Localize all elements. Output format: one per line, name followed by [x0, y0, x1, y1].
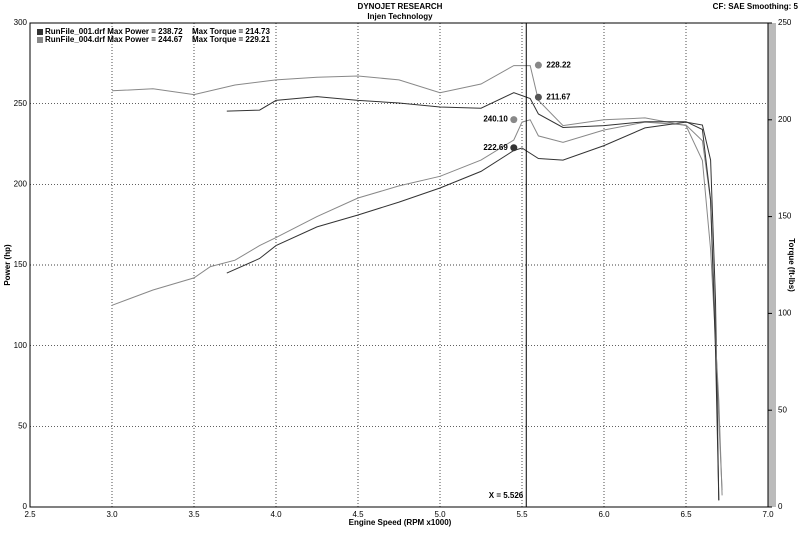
x-tick-label: 3.5	[188, 510, 200, 519]
x-tick-label: 5.5	[516, 510, 528, 519]
y-tick-label: 250	[14, 99, 28, 108]
annotation-marker	[534, 61, 542, 69]
annotation-label: 222.69	[483, 143, 508, 152]
y-tick-label: 50	[18, 421, 27, 430]
x-tick-label: 4.5	[352, 510, 364, 519]
y2-tick-label: 200	[778, 115, 792, 124]
annotation-marker	[510, 116, 518, 124]
y2-tick-label: 250	[778, 18, 792, 27]
annotation-label: 228.22	[546, 60, 571, 69]
legend-torque: Max Torque = 229.21	[192, 35, 270, 44]
y-tick-label: 200	[14, 179, 28, 188]
cursor-label: X = 5.526	[489, 491, 524, 500]
y-tick-label: 150	[14, 260, 28, 269]
series-line	[111, 119, 723, 491]
legend-swatch	[37, 29, 43, 35]
legend-power: RunFile_001.drf Max Power = 238.72	[45, 27, 183, 36]
y2-tick-label: 50	[778, 405, 787, 414]
settings: CF: SAE Smoothing: 5	[713, 2, 799, 11]
annotation-marker	[510, 144, 518, 152]
x-tick-label: 2.5	[24, 510, 36, 519]
legend-power: RunFile_004.drf Max Power = 244.67	[45, 35, 183, 44]
x-tick-label: 7.0	[762, 510, 774, 519]
legend-swatch	[37, 37, 43, 43]
x-axis-label: Engine Speed (RPM x1000)	[349, 518, 452, 527]
series-line	[111, 65, 723, 496]
y-tick-label: 0	[23, 502, 28, 511]
x-tick-label: 3.0	[106, 510, 118, 519]
x-tick-label: 6.5	[680, 510, 692, 519]
axis-bar	[768, 23, 776, 507]
y2-tick-label: 150	[778, 212, 792, 221]
legend-torque: Max Torque = 214.73	[192, 27, 270, 36]
series-line	[226, 121, 720, 501]
chart-subtitle: Injen Technology	[367, 12, 433, 21]
annotation-label: 240.10	[483, 115, 508, 124]
annotation-label: 211.67	[546, 92, 571, 101]
y2-axis-label: Torque (ft-lbs)	[787, 238, 796, 292]
chart-title: DYNOJET RESEARCH	[358, 2, 443, 11]
y2-tick-label: 0	[778, 502, 783, 511]
y-tick-label: 300	[14, 18, 28, 27]
y2-tick-label: 100	[778, 309, 792, 318]
annotation-marker	[534, 93, 542, 101]
x-tick-label: 6.0	[598, 510, 610, 519]
x-tick-label: 4.0	[270, 510, 282, 519]
y-axis-label: Power (hp)	[3, 244, 12, 286]
y-tick-label: 100	[14, 341, 28, 350]
series-line	[226, 92, 720, 501]
x-tick-label: 5.0	[434, 510, 446, 519]
